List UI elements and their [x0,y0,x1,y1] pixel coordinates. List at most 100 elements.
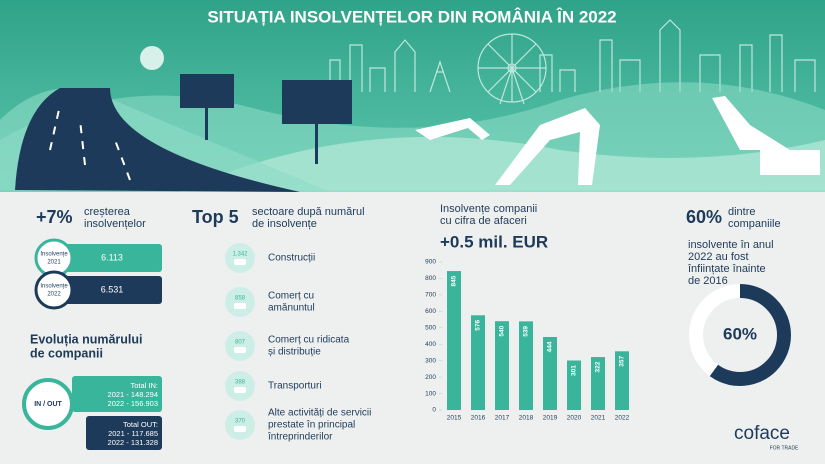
sector-glyph [234,347,246,353]
logo-name: coface [734,423,790,444]
age-label: companiile [728,218,781,230]
sector-count: 858 [235,296,246,302]
out-bar [86,416,162,450]
age-label: înființate înainte [687,263,766,275]
bar [471,315,485,410]
bar [615,351,629,410]
bar-value-label: 540 [499,325,506,336]
sector-count: 388 [235,380,246,386]
sector-label: prestate în principal [268,420,355,431]
y-tick-label: 300 [425,357,436,364]
x-tick-label: 2021 [591,415,606,422]
y-tick-label: 500 [425,324,436,331]
sector-icon [225,243,255,273]
out-text: 2022 - 131.328 [108,438,158,447]
y-tick-label: 200 [425,374,436,381]
companies-title: Evoluția numărului [30,332,143,346]
in-text: Total IN: [130,381,158,390]
donut-arc [689,284,791,386]
sectors-label: sectoare după numărul [252,206,365,218]
header-illustration: SITUAȚIA INSOLVENȚELOR DIN ROMÂNIA ÎN 20… [0,0,825,192]
age-headline: 60% [686,207,722,227]
growth-headline: +7% [36,207,73,227]
bar-value-label: 539 [523,326,530,337]
growth-bar [58,244,162,272]
age-label: de 2016 [688,275,728,287]
turnover-label: Insolvențe companii [440,203,537,215]
sector-label: Construcții [268,253,315,264]
bar [519,321,533,410]
sectors-headline: Top 5 [192,207,239,227]
bar [591,357,605,410]
y-tick-label: 700 [425,292,436,299]
growth-row-label: Insolvențe [40,284,68,290]
y-tick-label: 600 [425,308,436,315]
in-out-circle [22,378,74,430]
y-tick-label: 800 [425,275,436,282]
in-text: 2021 - 148.294 [108,390,158,399]
sector-count: 807 [235,340,246,346]
x-tick-label: 2022 [615,415,630,422]
y-tick-label: 900 [425,259,436,266]
donut-label: 60% [723,324,757,343]
y-tick-label: 100 [425,390,436,397]
sector-count: 1.342 [232,252,248,258]
growth-value: 6.531 [101,284,124,294]
page-title: SITUAȚIA INSOLVENȚELOR DIN ROMÂNIA ÎN 20… [207,7,616,26]
sector-icon [225,410,255,440]
sector-label: Alte activități de servicii [268,408,371,419]
sector-label: amănuntul [268,303,315,314]
x-tick-label: 2020 [567,415,582,422]
sector-icon [225,331,255,361]
sector-label: și distribuție [268,347,321,358]
sector-icon [225,371,255,401]
bar [543,336,557,410]
in-bar [72,376,162,412]
growth-bar [58,276,162,304]
x-tick-label: 2017 [495,415,510,422]
sector-label: Comerț cu [268,291,314,302]
bar-value-label: 301 [571,365,578,376]
bar [447,271,461,410]
x-tick-label: 2015 [447,415,462,422]
age-label: 2022 au fost [688,251,749,263]
y-tick-label: 0 [432,407,436,414]
in-out-badge: IN / OUT [34,401,62,408]
age-label: dintre [728,206,756,218]
sector-label: întreprinderilor [267,432,333,443]
in-text: 2022 - 156.903 [108,399,158,408]
out-text: 2021 - 117.685 [108,429,158,438]
bar-value-label: 444 [547,341,554,352]
bar [567,360,581,410]
bar-value-label: 845 [451,275,458,286]
sector-icon [225,287,255,317]
sectors-label: de insolvențe [252,218,317,230]
sector-glyph [234,303,246,309]
growth-row-label: Insolvențe [40,252,68,258]
companies-title: de companii [30,346,103,360]
sector-glyph [234,387,246,393]
y-tick-label: 400 [425,341,436,348]
turnover-headline: +0.5 mil. EUR [440,232,548,251]
bar-value-label: 357 [619,355,626,366]
growth-row-label: 2022 [47,292,61,298]
growth-circle [34,270,74,310]
turnover-label: cu cifra de afaceri [440,215,527,227]
bar-value-label: 576 [475,319,482,330]
growth-label: creșterea [84,206,131,218]
sector-label: Comerț cu ridicata [268,335,350,346]
growth-label: insolvențelor [84,218,146,230]
age-label: insolvente în anul [688,239,774,251]
x-tick-label: 2018 [519,415,534,422]
x-tick-label: 2019 [543,415,558,422]
sector-glyph [234,259,246,265]
bar-value-label: 322 [595,361,602,372]
sector-count: 370 [235,419,246,425]
growth-row-label: 2021 [47,260,61,266]
logo-tagline: FOR TRADE [770,445,799,451]
sector-glyph [234,426,246,432]
growth-value: 6.113 [101,252,123,262]
bar [495,321,509,410]
out-text: Total OUT: [123,420,158,429]
